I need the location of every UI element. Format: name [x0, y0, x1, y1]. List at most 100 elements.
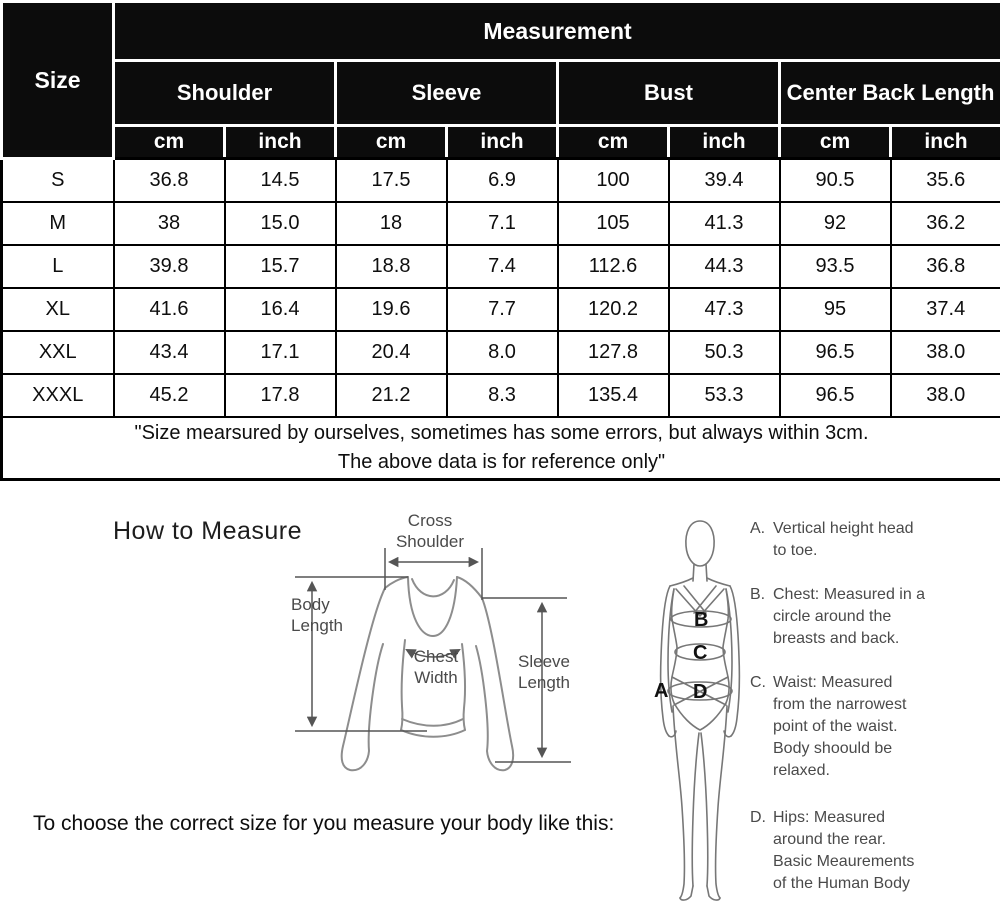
measurement-cell: 36.8	[112, 157, 226, 203]
instruction-item-a: A. Vertical height head to toe.	[750, 518, 965, 562]
table-header-row: Size Measurement	[0, 0, 1000, 160]
measurement-cell: 96.5	[778, 373, 892, 418]
figure-marker-b: B	[694, 609, 708, 631]
measurement-cell: 15.7	[223, 244, 337, 289]
measurement-cell: 95	[778, 287, 892, 332]
measurement-cell: 45.2	[112, 373, 226, 418]
measurement-cell: 17.1	[223, 330, 337, 375]
size-row-label: S	[0, 157, 115, 203]
measurement-cell: 127.8	[556, 330, 670, 375]
measurement-cell: 53.3	[667, 373, 781, 418]
shirt-measurement-diagram: Cross Shoulder Body Length Chest Width S…	[255, 498, 605, 808]
body-outline	[659, 520, 741, 901]
measure-group-row: Shoulder Sleeve Bust Center Back Length	[2, 59, 1000, 127]
measurement-cell: 38	[112, 201, 226, 246]
size-row-label: XXXL	[0, 373, 115, 418]
unit-header: inch	[888, 124, 1000, 160]
measurement-cell: 17.5	[334, 157, 448, 203]
table-row-xxl: XXL 43.4 17.1 20.4 8.0 127.8 50.3 96.5 3…	[0, 330, 1000, 375]
how-to-measure-heading: How to Measure	[113, 517, 303, 545]
unit-header: cm	[334, 124, 448, 160]
chest-width-label: Chest Width	[413, 647, 459, 687]
size-chart-table: Size Measurement Shoulder Sleeve Bust Ce…	[0, 0, 1000, 481]
instruction-text: Vertical height head to toe.	[773, 520, 914, 559]
measurement-cell: 8.0	[445, 330, 559, 375]
instruction-item-c: C. Waist: Measured from the narrowest po…	[750, 672, 965, 782]
instruction-item-b: B. Chest: Measured in a circle around th…	[750, 584, 965, 650]
measurement-cell: 18	[334, 201, 448, 246]
choose-size-hint: To choose the correct size for you measu…	[33, 812, 615, 835]
measurement-cell: 93.5	[778, 244, 892, 289]
measurement-cell: 39.8	[112, 244, 226, 289]
measurement-cell: 36.8	[889, 244, 1000, 289]
table-title: Measurement	[111, 0, 1000, 62]
figure-marker-a: A	[654, 680, 668, 702]
size-row-label: XL	[0, 287, 115, 332]
unit-header-row: cm inch cm inch cm inch cm inch	[2, 124, 1000, 160]
measurement-cell: 39.4	[667, 157, 781, 203]
table-row-l: L 39.8 15.7 18.8 7.4 112.6 44.3 93.5 36.…	[0, 244, 1000, 289]
group-header-bust: Bust	[556, 59, 781, 127]
size-row-label: M	[0, 201, 115, 246]
measure-instructions: A. Vertical height head to toe. B. Chest…	[750, 518, 965, 895]
measurement-cell: 7.1	[445, 201, 559, 246]
measurement-cell: 15.0	[223, 201, 337, 246]
measurement-cell: 112.6	[556, 244, 670, 289]
measurement-cell: 14.5	[223, 157, 337, 203]
measurement-cell: 21.2	[334, 373, 448, 418]
measurement-cell: 100	[556, 157, 670, 203]
figure-marker-c: C	[693, 642, 707, 664]
group-header-shoulder: Shoulder	[112, 59, 337, 127]
instruction-prefix: A.	[750, 520, 766, 537]
table-note-row: "Size mearsured by ourselves, sometimes …	[0, 416, 1000, 481]
measurement-cell: 38.0	[889, 373, 1000, 418]
unit-header: inch	[445, 124, 559, 160]
instruction-item-d: D. Hips: Measured around the rear. Basic…	[750, 807, 965, 895]
instruction-text: Chest: Measured in a circle around the b…	[773, 586, 926, 647]
measurement-cell: 92	[778, 201, 892, 246]
cross-shoulder-label: Cross Shoulder	[395, 511, 465, 551]
measurement-cell: 18.8	[334, 244, 448, 289]
disclaimer-note-line2: The above data is for reference only"	[337, 451, 666, 473]
measurement-cell: 41.6	[112, 287, 226, 332]
measurement-cell: 17.8	[223, 373, 337, 418]
instruction-prefix: C.	[750, 674, 766, 691]
measurement-cell: 20.4	[334, 330, 448, 375]
measurement-cell: 44.3	[667, 244, 781, 289]
measurement-cell: 19.6	[334, 287, 448, 332]
measurement-cell: 120.2	[556, 287, 670, 332]
measurement-cell: 36.2	[889, 201, 1000, 246]
table-row-m: M 38 15.0 18 7.1 105 41.3 92 36.2	[0, 201, 1000, 246]
unit-header: inch	[667, 124, 781, 160]
measurement-cell: 135.4	[556, 373, 670, 418]
measurement-cell: 38.0	[889, 330, 1000, 375]
measurement-cell: 6.9	[445, 157, 559, 203]
measurement-cell: 43.4	[112, 330, 226, 375]
measurement-cell: 7.4	[445, 244, 559, 289]
disclaimer-note-line1: "Size mearsured by ourselves, sometimes …	[134, 422, 869, 444]
measure-guides	[295, 548, 571, 763]
measurement-cell: 35.6	[889, 157, 1000, 203]
table-row-xxxl: XXXL 45.2 17.8 21.2 8.3 135.4 53.3 96.5 …	[0, 373, 1000, 418]
instruction-prefix: B.	[750, 586, 766, 603]
group-header-sleeve: Sleeve	[334, 59, 559, 127]
size-row-label: XXL	[0, 330, 115, 375]
instruction-text: Waist: Measured from the narrowest point…	[773, 674, 907, 779]
size-row-label: L	[0, 244, 115, 289]
instruction-text: Hips: Measured around the rear. Basic Me…	[773, 809, 915, 892]
measurement-cell: 96.5	[778, 330, 892, 375]
shirt-diagram-drawing	[295, 548, 571, 772]
instruction-prefix: D.	[750, 809, 766, 826]
measurement-cell: 37.4	[889, 287, 1000, 332]
measurement-cell: 50.3	[667, 330, 781, 375]
measurement-cell: 8.3	[445, 373, 559, 418]
unit-header: cm	[112, 124, 226, 160]
unit-header: inch	[223, 124, 337, 160]
measurement-cell: 47.3	[667, 287, 781, 332]
body-figure-drawing: A B C D	[654, 520, 741, 901]
measurement-cell: 16.4	[223, 287, 337, 332]
table-row-xl: XL 41.6 16.4 19.6 7.7 120.2 47.3 95 37.4	[0, 287, 1000, 332]
table-row-s: S 36.8 14.5 17.5 6.9 100 39.4 90.5 35.6	[0, 157, 1000, 203]
measurement-cell: 90.5	[778, 157, 892, 203]
body-length-label: Body Length	[291, 595, 343, 635]
